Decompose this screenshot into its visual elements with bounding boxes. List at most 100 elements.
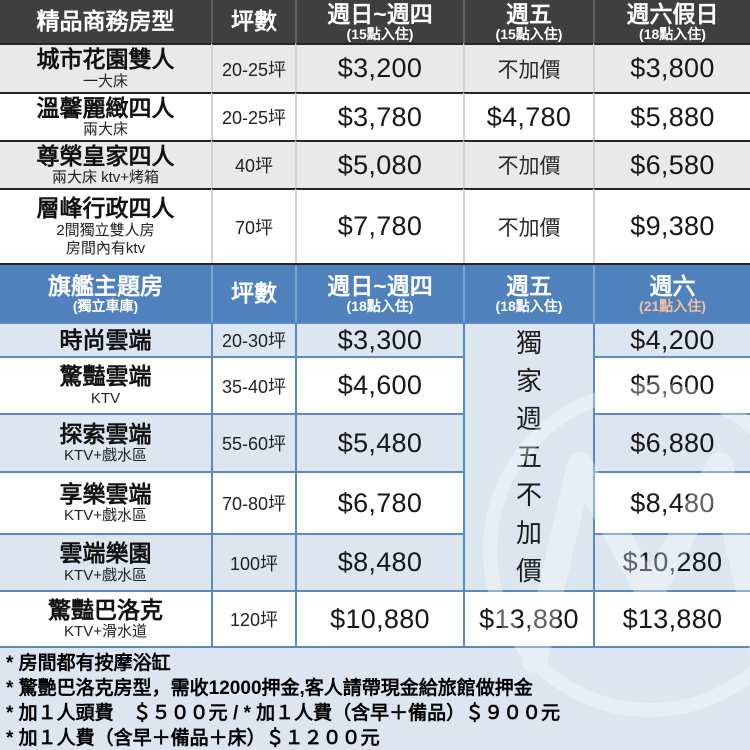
friday-exclusive-no-surcharge-cell: 獨 家 週 五 不 加 價 xyxy=(463,322,593,590)
price-fri-cell: 不加價 xyxy=(463,140,593,188)
room-sub: 2間獨立雙人房 房間內有ktv xyxy=(56,221,155,257)
note-extra-person-fee: * 加１人頭費 ＄５００元 / * 加１人費（含早＋備品）＄９００元 xyxy=(6,703,561,724)
price-value: $6,580 xyxy=(630,149,715,180)
price-value: 不加價 xyxy=(497,58,561,82)
room-name: 探索雲端 xyxy=(59,420,152,447)
price-sun-thu-cell: $3,200 xyxy=(295,43,463,92)
room-name-cell: 尊榮皇家四人 兩大床 ktv+烤箱 xyxy=(0,140,211,188)
room-size: 20-25坪 xyxy=(221,59,287,80)
header-sublabel: (15點入住) xyxy=(346,26,414,43)
price-value: $5,480 xyxy=(337,427,423,458)
price-value: $4,200 xyxy=(630,324,715,355)
price-value: $3,200 xyxy=(337,53,423,83)
header-sublabel-late-checkin: (21點入住) xyxy=(639,298,706,315)
room-name-cell: 驚豔巴洛克 KTV+滑水道 xyxy=(0,590,211,646)
header-label: 週六假日 xyxy=(626,0,719,27)
room-size-cell: 40坪 xyxy=(211,140,295,188)
room-name-cell: 探索雲端 KTV+戲水區 xyxy=(0,413,211,471)
price-value: $5,080 xyxy=(337,149,423,180)
header-label: 旗艦主題房 xyxy=(48,272,163,299)
header-boutique-title: 精品商務房型 xyxy=(0,0,211,43)
section-boutique-table: 精品商務房型 坪數 週日~週四 (15點入住) 週五 (15點入住) 週六假日 (18… xyxy=(0,0,750,265)
price-fri-cell: $4,780 xyxy=(463,92,593,140)
price-value: $13,880 xyxy=(479,603,579,634)
room-size-cell: 70-80坪 xyxy=(211,471,295,533)
room-name-cell: 城市花園雙人 一大床 xyxy=(0,43,211,92)
room-size-cell: 20-30坪 xyxy=(211,322,295,356)
price-value: $6,780 xyxy=(337,487,423,518)
room-name-cell: 享樂雲端 KTV+戲水區 xyxy=(0,471,211,533)
room-name: 享樂雲端 xyxy=(59,480,152,507)
price-fri-cell: $13,880 xyxy=(463,590,593,646)
price-value: $4,600 xyxy=(337,370,423,400)
header-sublabel: (15點入住) xyxy=(495,26,563,43)
price-sun-thu-cell: $3,780 xyxy=(295,92,463,140)
room-size: 40坪 xyxy=(234,156,274,176)
price-value: $3,800 xyxy=(630,53,715,83)
header-label: 週五 xyxy=(506,272,552,299)
price-value: $10,280 xyxy=(622,547,723,577)
price-sat-cell: $13,880 xyxy=(593,590,750,646)
price-sun-thu-cell: $4,600 xyxy=(295,356,463,413)
header-label: 週五 xyxy=(506,0,552,27)
note-deposit: * 驚艷巴洛克房型，需收12000押金,客人請帶現金給旅館做押金 xyxy=(6,678,533,699)
note-massage-tub: * 房間都有按摩浴缸 xyxy=(6,653,171,674)
price-sat-cell: $6,880 xyxy=(593,413,750,471)
room-size-cell: 35-40坪 xyxy=(211,356,295,413)
room-name: 驚豔雲端 xyxy=(59,363,152,390)
room-sub: 一大床 xyxy=(82,72,128,90)
header-sun-thu: 週日~週四 (18點入住) xyxy=(295,265,463,322)
room-size-cell: 120坪 xyxy=(211,590,295,646)
price-value: $3,300 xyxy=(337,324,423,355)
header-saturday-holiday: 週六假日 (18點入住) xyxy=(593,0,750,43)
price-sun-thu-cell: $6,780 xyxy=(295,471,463,533)
header-flagship-title: 旗艦主題房 (獨立車庫) xyxy=(0,265,211,322)
header-friday: 週五 (18點入住) xyxy=(463,265,593,322)
price-sun-thu-cell: $5,480 xyxy=(295,413,463,471)
room-size: 20-25坪 xyxy=(221,108,287,128)
header-sublabel: (18點入住) xyxy=(346,298,414,315)
room-sub: 兩大床 xyxy=(82,121,128,139)
price-sun-thu-cell: $3,300 xyxy=(295,322,463,356)
footer-notes: * 房間都有按摩浴缸 * 驚艷巴洛克房型，需收12000押金,客人請帶現金給旅館… xyxy=(0,646,750,750)
price-sat-cell: $5,600 xyxy=(593,356,750,413)
header-friday: 週五 (15點入住) xyxy=(463,0,593,43)
room-size-cell: 100坪 xyxy=(211,533,295,590)
room-name: 尊榮皇家四人 xyxy=(36,142,175,169)
header-sun-thu: 週日~週四 (15點入住) xyxy=(295,0,463,43)
header-saturday: 週六 (21點入住) xyxy=(593,265,750,322)
price-value: $9,380 xyxy=(630,211,715,241)
header-sublabel: (獨立車庫) xyxy=(72,298,139,315)
room-name: 驚豔巴洛克 xyxy=(48,596,163,623)
price-value: 不加價 xyxy=(497,155,561,178)
price-value: $5,880 xyxy=(630,101,715,132)
price-sun-thu-cell: $7,780 xyxy=(295,188,463,263)
price-value: $7,780 xyxy=(337,211,423,241)
room-sub: KTV xyxy=(90,389,121,407)
price-fri-cell: 不加價 xyxy=(463,188,593,263)
price-sat-cell: $9,380 xyxy=(593,188,750,263)
price-sat-cell: $3,800 xyxy=(593,43,750,92)
room-name: 時尚雲端 xyxy=(59,326,152,353)
room-name: 溫馨麗緻四人 xyxy=(36,94,175,121)
price-value: 不加價 xyxy=(497,216,561,240)
price-sun-thu-cell: $8,480 xyxy=(295,533,463,590)
header-size: 坪數 xyxy=(211,0,295,43)
section-flagship-table: 旗艦主題房 (獨立車庫) 坪數 週日~週四 (18點入住) 週五 (18點入住) 週六… xyxy=(0,265,750,646)
room-sub: KTV+戲水區 xyxy=(64,507,147,525)
price-value: $13,880 xyxy=(622,603,723,634)
room-name: 雲端樂園 xyxy=(59,540,152,567)
price-value: $4,780 xyxy=(486,101,572,132)
room-name: 層峰行政四人 xyxy=(36,195,175,222)
header-sublabel: (18點入住) xyxy=(639,26,706,43)
price-value: $8,480 xyxy=(337,547,423,577)
price-sat-cell: $5,880 xyxy=(593,92,750,140)
price-sat-cell: $10,280 xyxy=(593,533,750,590)
price-sat-cell: $8,480 xyxy=(593,471,750,533)
header-label: 週日~週四 xyxy=(327,0,433,27)
room-size: 100坪 xyxy=(229,553,279,574)
price-value: $6,880 xyxy=(630,427,715,458)
header-label: 坪數 xyxy=(231,280,277,307)
header-sublabel: (18點入住) xyxy=(495,298,563,315)
